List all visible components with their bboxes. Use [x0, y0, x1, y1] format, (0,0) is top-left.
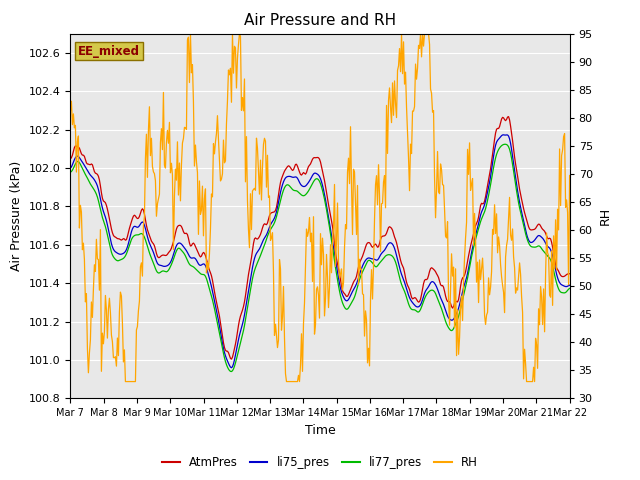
Text: EE_mixed: EE_mixed [78, 45, 140, 58]
Y-axis label: RH: RH [598, 207, 611, 225]
Y-axis label: Air Pressure (kPa): Air Pressure (kPa) [10, 161, 23, 271]
Legend: AtmPres, li75_pres, li77_pres, RH: AtmPres, li75_pres, li77_pres, RH [157, 452, 483, 474]
X-axis label: Time: Time [305, 424, 335, 437]
Title: Air Pressure and RH: Air Pressure and RH [244, 13, 396, 28]
